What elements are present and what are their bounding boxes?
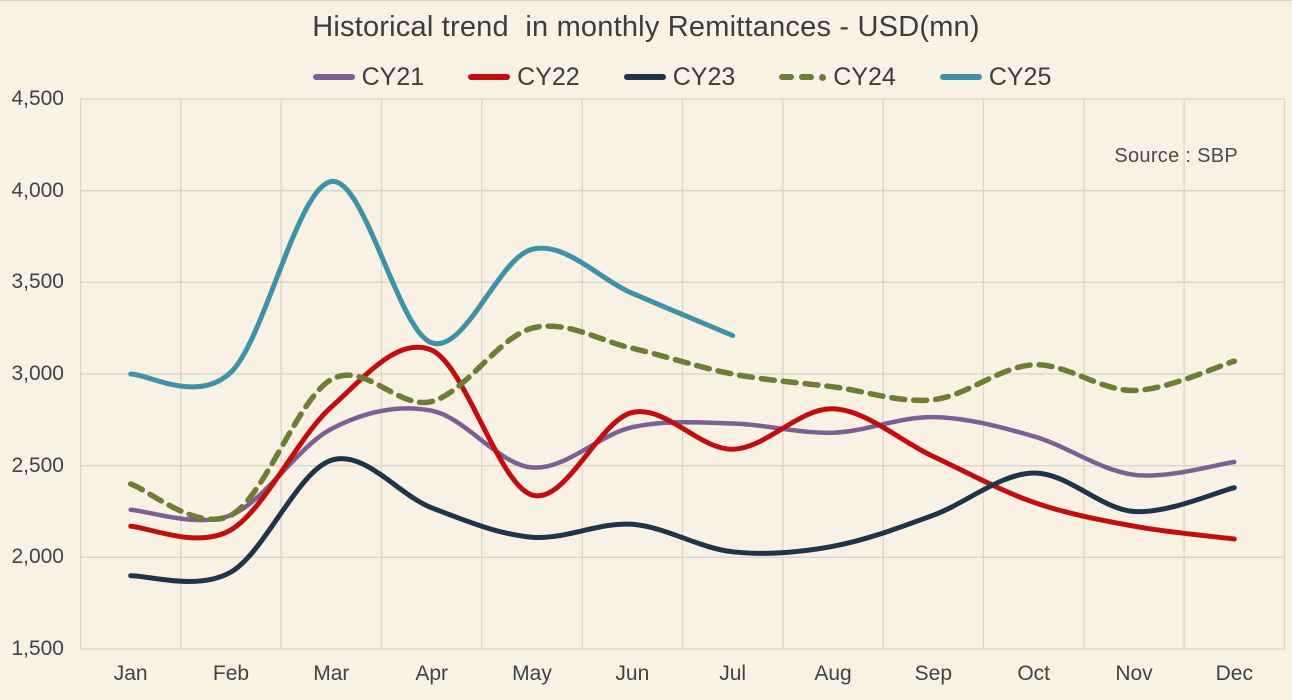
x-axis-tick-label: May <box>512 662 552 685</box>
x-axis-tick-label: Oct <box>1017 662 1050 685</box>
series-line-cy25 <box>128 179 736 390</box>
y-axis-tick-label: 4,500 <box>11 87 64 110</box>
chart-title: Historical trend in monthly Remittances … <box>312 11 980 43</box>
legend-dashed-line-swatch <box>779 73 827 81</box>
legend-item-cy21: CY21 <box>312 62 425 92</box>
legend-item-cy24: CY24 <box>779 63 896 92</box>
x-axis-tick-label: Jun <box>615 662 650 685</box>
legend-item-cy22: CY22 <box>468 63 580 92</box>
x-axis-tick-label: Dec <box>1215 662 1253 685</box>
x-axis-tick-label: Aug <box>814 662 852 685</box>
legend-label: CY24 <box>833 62 896 91</box>
legend-dot <box>819 73 827 81</box>
legend-line-swatch <box>468 74 511 80</box>
x-axis-tick-label: Apr <box>415 662 448 685</box>
x-axis-tick-label: Mar <box>313 662 350 685</box>
x-axis-tick-label: Jul <box>719 662 747 685</box>
x-axis-tick-label: Jan <box>113 662 148 685</box>
y-axis-tick-label: 4,000 <box>11 178 64 202</box>
series-line-cy23 <box>128 456 1237 584</box>
legend-label: CY25 <box>988 62 1052 91</box>
source-note: Source : SBP <box>1114 145 1238 167</box>
series-line-cy24 <box>127 323 1238 523</box>
legend-dash <box>779 74 795 80</box>
legend-line-swatch <box>623 74 666 80</box>
y-axis-tick-label: 2,000 <box>11 545 64 569</box>
legend-label: CY23 <box>672 62 736 91</box>
y-axis-tick-label: 3,500 <box>11 270 64 294</box>
legend-line-swatch <box>312 74 355 80</box>
x-axis-tick-label: Sep <box>914 662 953 685</box>
x-axis-tick-label: Feb <box>212 662 250 685</box>
legend-dash <box>799 74 815 80</box>
chart-legend: CY21 CY22 CY23 CY24 CY25 <box>80 61 1284 93</box>
y-axis-tick-label: 2,500 <box>11 453 64 477</box>
y-axis-tick-label: 3,000 <box>11 362 64 385</box>
y-axis-tick-label: 1,500 <box>11 637 64 660</box>
legend-item-cy23: CY23 <box>623 62 736 92</box>
legend-label: CY22 <box>517 62 580 91</box>
legend-item-cy25: CY25 <box>939 62 1052 92</box>
series-line-cy22 <box>128 344 1237 542</box>
legend-label: CY21 <box>361 62 425 91</box>
legend-line-swatch <box>939 74 982 80</box>
x-axis-tick-label: Nov <box>1115 662 1153 685</box>
